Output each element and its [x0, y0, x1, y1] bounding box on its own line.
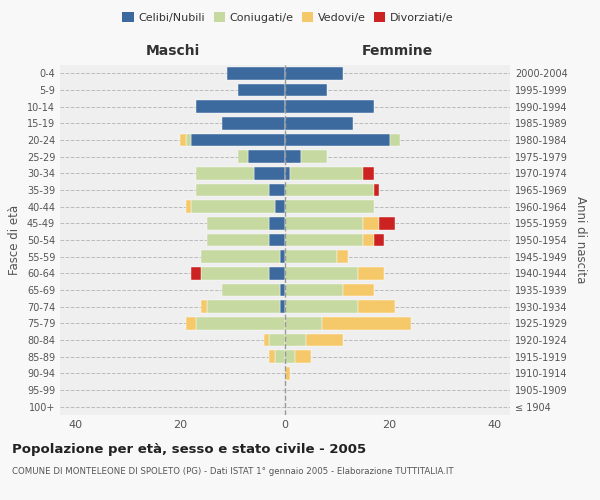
Text: Femmine: Femmine: [362, 44, 433, 59]
Bar: [269, 217, 285, 230]
Bar: [206, 300, 280, 313]
Bar: [285, 200, 374, 213]
Bar: [196, 317, 285, 330]
Bar: [364, 167, 374, 179]
Legend: Celibi/Nubili, Coniugati/e, Vedovi/e, Divorziati/e: Celibi/Nubili, Coniugati/e, Vedovi/e, Di…: [118, 8, 458, 28]
Bar: [201, 267, 269, 280]
Bar: [290, 167, 364, 179]
Bar: [238, 150, 248, 163]
Bar: [196, 100, 285, 113]
Bar: [201, 250, 280, 263]
Bar: [343, 284, 374, 296]
Bar: [269, 267, 285, 280]
Bar: [248, 150, 285, 163]
Bar: [285, 367, 290, 380]
Y-axis label: Anni di nascita: Anni di nascita: [574, 196, 587, 284]
Bar: [191, 200, 275, 213]
Bar: [185, 200, 191, 213]
Bar: [374, 234, 385, 246]
Bar: [306, 334, 343, 346]
Bar: [285, 284, 343, 296]
Text: Maschi: Maschi: [145, 44, 200, 59]
Bar: [285, 134, 389, 146]
Bar: [374, 184, 379, 196]
Bar: [285, 67, 343, 80]
Bar: [264, 334, 269, 346]
Bar: [254, 167, 285, 179]
Bar: [295, 350, 311, 363]
Bar: [285, 267, 358, 280]
Bar: [181, 134, 185, 146]
Bar: [280, 250, 285, 263]
Bar: [269, 334, 285, 346]
Bar: [191, 267, 201, 280]
Bar: [285, 167, 290, 179]
Bar: [227, 67, 285, 80]
Bar: [364, 234, 374, 246]
Bar: [285, 84, 327, 96]
Bar: [280, 284, 285, 296]
Bar: [206, 217, 269, 230]
Bar: [285, 350, 295, 363]
Bar: [269, 234, 285, 246]
Y-axis label: Fasce di età: Fasce di età: [8, 205, 21, 275]
Bar: [206, 234, 269, 246]
Bar: [285, 100, 374, 113]
Bar: [364, 217, 379, 230]
Bar: [238, 84, 285, 96]
Bar: [269, 350, 275, 363]
Bar: [285, 334, 306, 346]
Bar: [285, 217, 364, 230]
Bar: [358, 267, 385, 280]
Bar: [196, 184, 269, 196]
Bar: [222, 117, 285, 130]
Bar: [285, 184, 374, 196]
Bar: [301, 150, 327, 163]
Bar: [280, 300, 285, 313]
Bar: [285, 117, 353, 130]
Bar: [285, 250, 337, 263]
Bar: [337, 250, 348, 263]
Bar: [275, 350, 285, 363]
Bar: [285, 234, 364, 246]
Bar: [185, 134, 191, 146]
Bar: [222, 284, 280, 296]
Bar: [358, 300, 395, 313]
Bar: [269, 184, 285, 196]
Text: COMUNE DI MONTELEONE DI SPOLETO (PG) - Dati ISTAT 1° gennaio 2005 - Elaborazione: COMUNE DI MONTELEONE DI SPOLETO (PG) - D…: [12, 468, 454, 476]
Bar: [322, 317, 410, 330]
Bar: [275, 200, 285, 213]
Bar: [285, 300, 358, 313]
Bar: [196, 167, 254, 179]
Bar: [379, 217, 395, 230]
Bar: [201, 300, 206, 313]
Bar: [185, 317, 196, 330]
Bar: [389, 134, 400, 146]
Bar: [191, 134, 285, 146]
Bar: [285, 317, 322, 330]
Text: Popolazione per età, sesso e stato civile - 2005: Popolazione per età, sesso e stato civil…: [12, 442, 366, 456]
Bar: [285, 150, 301, 163]
